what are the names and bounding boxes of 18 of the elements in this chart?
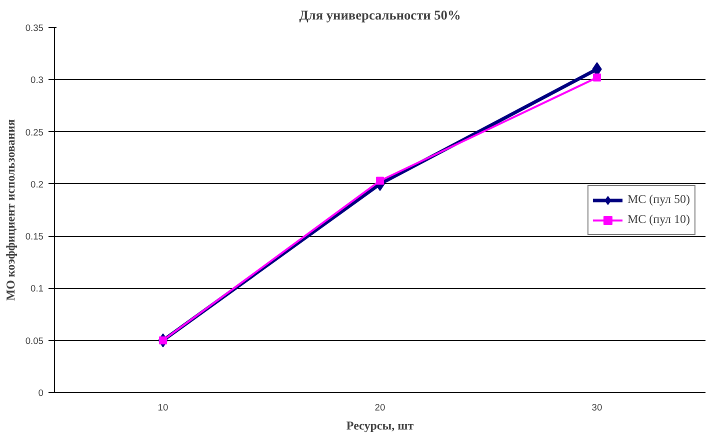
y-tick-label: 0 — [38, 388, 44, 398]
y-tick-label: 0.15 — [25, 232, 44, 242]
y-tick-label: 0.25 — [25, 127, 44, 138]
chart-title: Для универсальности 50% — [299, 8, 461, 22]
legend-label: МС (пул 10) — [627, 212, 690, 227]
point — [376, 176, 384, 185]
x-axis-title: Ресурсы, шт — [346, 418, 414, 432]
y-tick-label: 0.3 — [30, 75, 44, 86]
y-tick-label: 0.1 — [30, 284, 44, 294]
x-tick-label: 30 — [592, 402, 602, 412]
y-tick-label: 0.2 — [30, 179, 44, 190]
x-tick-label: 10 — [158, 402, 168, 412]
y-tick-label: 0.35 — [25, 23, 44, 33]
x-tick-label: 20 — [374, 402, 386, 412]
point — [593, 74, 601, 82]
y-axis-title: МО коэффициент использования — [3, 118, 18, 301]
y-tick-label: 0.05 — [25, 336, 44, 346]
legend-label: МС (пул 50) — [627, 192, 690, 207]
